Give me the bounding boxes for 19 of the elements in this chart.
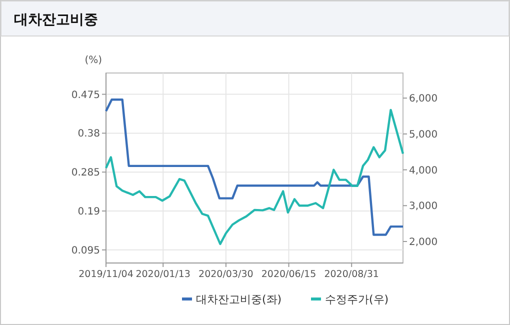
legend-label: 대차잔고비중(좌): [196, 292, 282, 306]
y-tick-label: 0.38: [78, 128, 100, 140]
y-tick-label: 0.475: [71, 90, 100, 101]
x-tick-label: 2020/03/30: [198, 269, 254, 280]
y2-tick-label: 5,000: [409, 129, 438, 140]
y2-tick-label: 4,000: [409, 165, 438, 176]
y-axis-title: (%): [84, 55, 102, 66]
y2-tick-label: 2,000: [409, 236, 438, 248]
x-tick-label: 2020/01/13: [136, 269, 190, 280]
legend-label: 수정주가(우): [325, 292, 389, 306]
chart-title: 대차잔고비중: [14, 12, 98, 28]
y-tick-label: 0.19: [78, 206, 100, 218]
x-tick-label: 2019/11/04: [78, 269, 134, 280]
y-tick-label: 0.285: [71, 168, 100, 179]
y-tick-label: 0.095: [71, 245, 100, 256]
x-tick-label: 2020/08/31: [324, 269, 379, 280]
y2-tick-label: 3,000: [409, 201, 438, 212]
x-tick-label: 2020/06/15: [261, 269, 316, 280]
y2-tick-label: 6,000: [409, 94, 438, 105]
